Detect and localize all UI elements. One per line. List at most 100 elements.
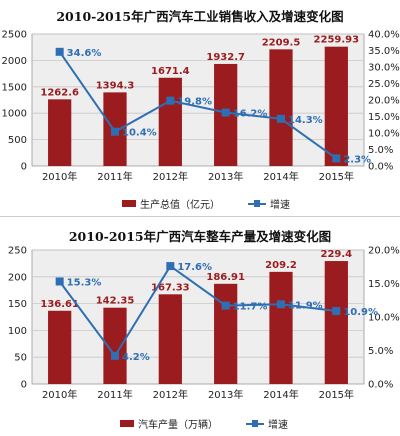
chart-title: 2010-2015年广西汽车整车产量及增速变化图 [68,229,332,244]
left-axis-tick-label: 2000 [2,56,27,67]
bar-data-label: 229.4 [321,249,353,260]
bar-data-label: 1394.3 [96,80,135,91]
right-axis-tick-label: 35.0% [368,46,400,57]
growth-data-label: 2.3% [343,154,371,165]
left-axis-tick-label: 0 [21,162,27,173]
growth-data-label: 10.4% [122,128,157,139]
bar-data-label: 142.35 [96,296,135,307]
chart-svg: 0 500 1000 1500 2000 2500 0.0% 5.0% 10.0% 15.0% 20… [2,30,400,184]
growth-marker [55,47,64,56]
right-axis-tick-label: 20.0% [368,96,400,107]
bar [214,283,238,384]
legend-line-label: 增速 [270,200,290,211]
growth-marker [277,300,285,309]
plot-area [31,33,365,167]
left-axis-tick-label: 200 [8,272,27,283]
bar [48,310,72,384]
x-axis-tick-label: 2012年 [153,388,188,401]
growth-marker [332,154,341,163]
right-axis-tick-label: 0.0% [368,380,393,391]
growth-marker [55,277,64,286]
bar-data-label: 1932.7 [206,52,245,63]
growth-data-label: 15.3% [67,277,102,288]
growth-marker [111,127,119,136]
x-axis-tick-label: 2010年 [42,170,77,183]
right-axis-tick-label: 20.0% [368,246,400,257]
growth-data-label: 19.8% [177,97,212,108]
left-axis-tick-label: 1000 [2,109,27,120]
bar-data-label: 186.91 [206,272,245,283]
right-axis-tick-label: 10.0% [368,313,400,324]
x-axis-tick-label: 2011年 [97,170,132,183]
bar [269,49,293,166]
bar [324,46,348,166]
legend-item-bar: 生产总值（亿元） [122,196,220,211]
growth-data-label: 17.6% [177,262,212,273]
x-axis-tick-label: 2012年 [153,170,188,183]
legend-item-line: 增速 [248,196,290,211]
right-axis-tick-label: 10.0% [368,129,400,140]
left-axis-tick-label: 250 [8,246,27,257]
legend-item-bar: 汽车产量（万辆） [120,416,218,431]
right-axis-tick-label: 30.0% [368,63,400,74]
growth-marker [111,351,119,360]
left-axis-tick-label: 0 [21,380,27,391]
growth-data-label: 16.2% [233,109,268,120]
bar-data-label: 167.33 [151,282,190,293]
bar-data-label: 136.61 [40,299,79,310]
growth-line [58,51,337,160]
x-axis-tick-label: 2015年 [319,388,354,401]
x-axis-tick-label: 2015年 [319,170,354,183]
left-axis-tick-label: 50 [14,353,27,364]
x-axis-tick-label: 2013年 [208,388,243,401]
right-axis-tick-label: 15.0% [368,112,400,123]
bar-data-label: 2259.93 [314,35,360,46]
legend-bar-swatch [120,420,134,427]
growth-marker [277,114,285,123]
growth-data-label: 11.7% [233,302,268,313]
bar [103,307,127,384]
left-axis-tick-label: 1500 [2,82,27,93]
bar-data-label: 2209.5 [262,37,301,48]
growth-marker [221,301,230,310]
growth-data-label: 14.3% [288,115,323,126]
right-axis-tick-label: 0.0% [368,162,393,173]
left-axis-tick-label: 150 [8,299,27,310]
bar-data-label: 1262.6 [40,87,79,98]
bar [158,77,182,166]
legend-line-swatch [248,199,266,207]
bar-data-label: 209.2 [265,260,297,271]
left-axis-tick-label: 100 [8,326,27,337]
chart-title: 2010-2015年广西汽车工业销售收入及增速变化图 [56,9,344,24]
growth-data-label: 11.9% [288,300,323,311]
growth-line [58,264,337,358]
legend-line-label: 增速 [268,420,288,431]
legend-item-line: 增速 [246,416,288,431]
left-axis-tick-label: 2500 [2,30,27,41]
x-axis-tick-label: 2013年 [208,170,243,183]
x-axis-tick-label: 2010年 [42,388,77,401]
chart-legend: 生产总值（亿元） 增速 [122,196,312,211]
right-axis-tick-label: 40.0% [368,30,400,41]
x-axis-tick-label: 2011年 [97,388,132,401]
legend-line-swatch [246,419,264,427]
growth-marker [166,96,175,105]
right-axis-tick-label: 25.0% [368,79,400,90]
right-axis-tick-label: 5.0% [368,145,393,156]
growth-data-label: 4.2% [122,352,150,363]
bar [269,271,293,384]
growth-marker [221,108,230,117]
x-axis-tick-label: 2014年 [263,388,298,401]
left-axis-tick-label: 500 [8,135,27,146]
chart-legend: 汽车产量（万辆） 增速 [120,416,310,431]
chart-panel-sales-revenue: 2010-2015年广西汽车工业销售收入及增速变化图 0 500 1000 1500 2… [0,0,400,217]
growth-marker [332,306,341,315]
growth-data-label: 10.9% [343,307,378,318]
growth-marker [166,262,175,271]
legend-bar-label: 汽车产量（万辆） [138,420,218,431]
right-axis-tick-label: 15.0% [368,279,400,290]
bar [324,261,348,384]
legend-bar-label: 生产总值（亿元） [140,200,220,211]
chart-panel-vehicle-output: 2010-2015年广西汽车整车产量及增速变化图 0 50 100 150 200 250… [0,220,400,436]
bar [158,294,182,384]
